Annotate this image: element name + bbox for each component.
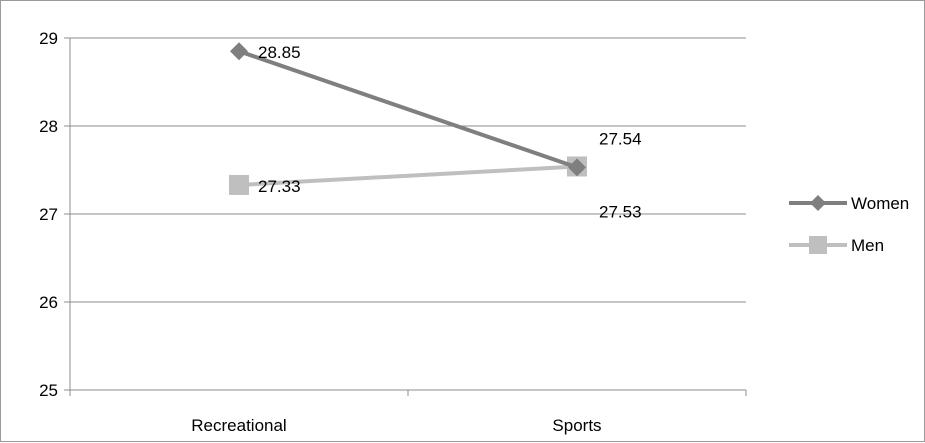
legend: Women Men [789,194,909,255]
legend-label-women: Women [851,194,909,213]
y-tick-label: 27 [39,205,58,224]
data-labels: 28.85 27.53 27.33 27.54 [258,43,642,221]
series-line-women [238,49,578,170]
legend-marker-men [809,236,827,254]
y-tick-label: 25 [39,381,58,400]
data-point-women [568,158,586,177]
gridlines [70,37,746,303]
series-layer [229,42,587,195]
data-label-women: 27.53 [599,202,642,221]
x-category-label: Sports [552,416,601,435]
legend-label-men: Men [851,236,884,255]
data-label-men: 27.33 [258,177,301,196]
data-label-men: 27.54 [599,129,642,148]
y-tick-label: 28 [39,117,58,136]
data-point-men [229,174,249,195]
y-tick-label: 29 [39,29,58,48]
x-category-label: Recreational [191,416,286,435]
legend-marker-women [810,195,826,211]
series-line-men [238,164,578,187]
data-point-women [230,42,248,61]
axes: 25 26 27 28 29 Recreational Sports [39,29,747,435]
y-tick-label: 26 [39,293,58,312]
data-label-women: 28.85 [258,43,301,62]
